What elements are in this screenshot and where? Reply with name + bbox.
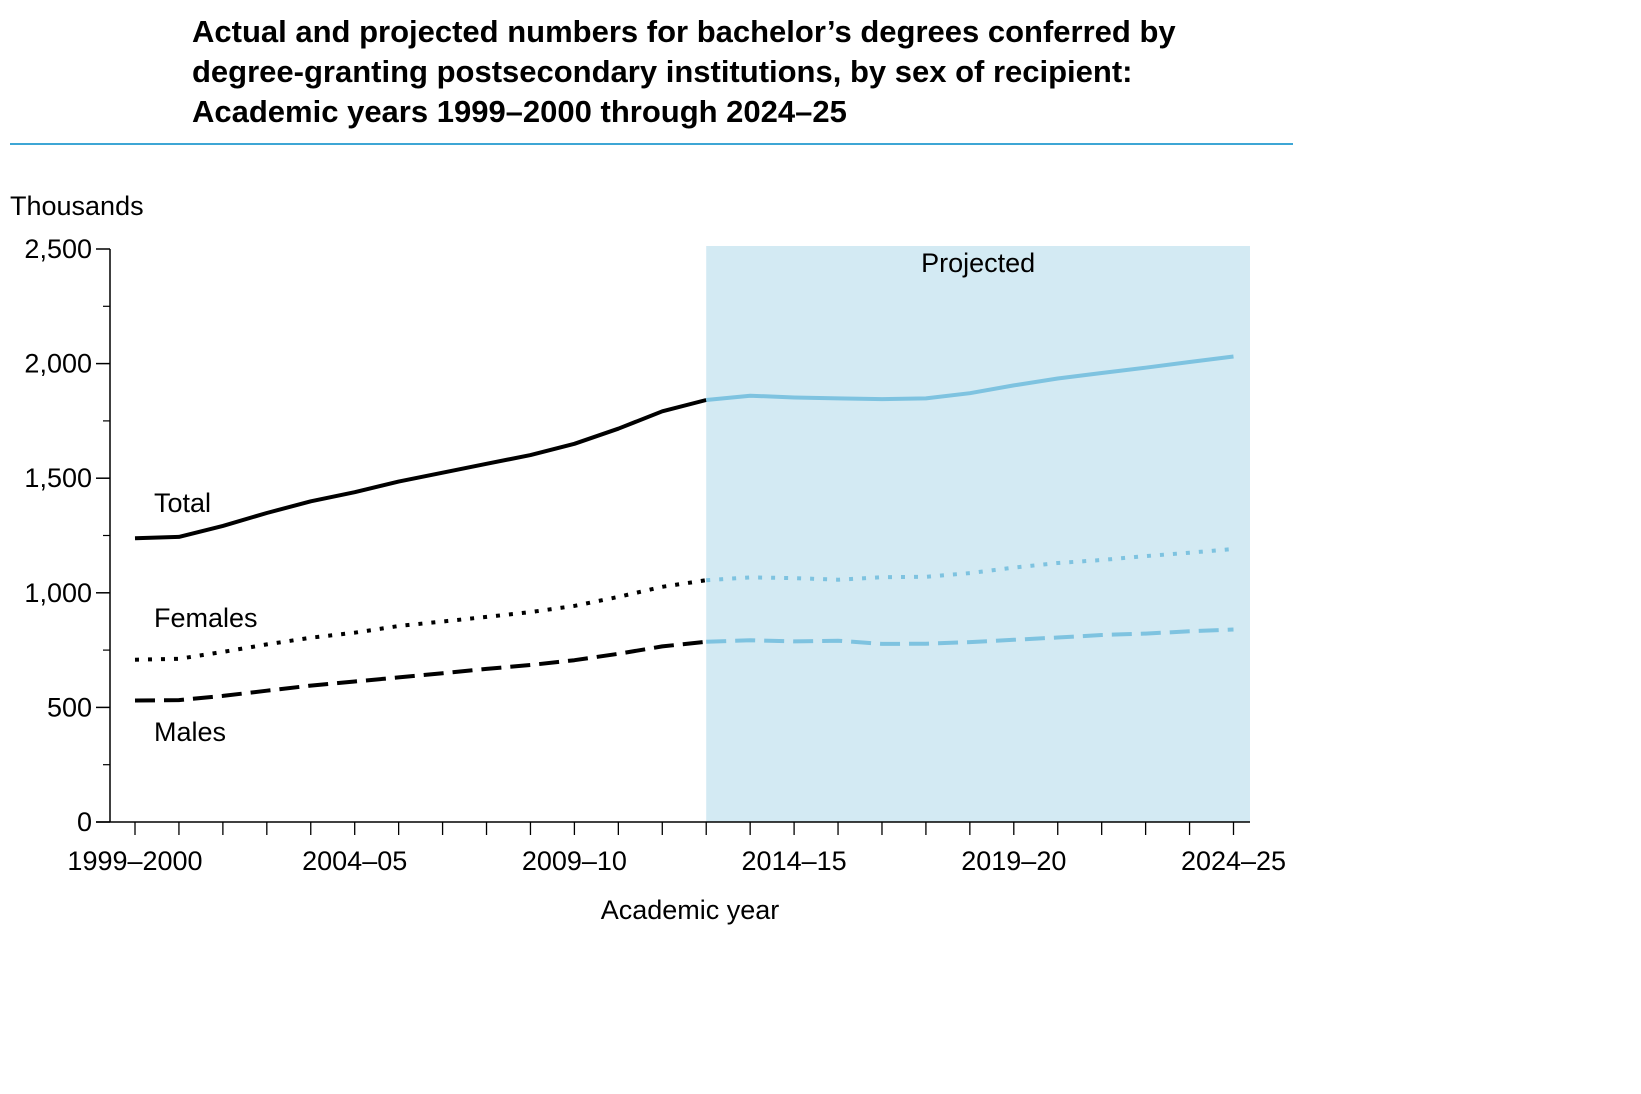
series-labels: Total Females Males	[154, 488, 258, 747]
y-ticks: 0 500 1,000 1,500 2,000 2,500	[24, 234, 110, 837]
x-axis-label: Academic year	[601, 895, 780, 925]
males-series-actual-line	[134, 639, 707, 703]
projected-label: Projected	[921, 248, 1035, 278]
x-tick-label: 2024–25	[1181, 846, 1286, 876]
females-series-actual-line	[134, 578, 707, 662]
y-tick-label: 1,500	[24, 463, 92, 493]
x-tick-label: 2004–05	[302, 846, 407, 876]
title-divider	[10, 143, 1293, 145]
males-series-projected-line	[706, 627, 1234, 646]
x-tick-label: 1999–2000	[67, 846, 202, 876]
males-series-label: Males	[154, 717, 226, 747]
chart-title-line-1: Actual and projected numbers for bachelo…	[192, 14, 1176, 49]
y-tick-label: 2,000	[24, 349, 92, 379]
y-tick-label: 2,500	[24, 234, 92, 264]
chart-title-line-3: Academic years 1999–2000 through 2024–25	[192, 94, 847, 129]
chart-title-line-2: degree-granting postsecondary institutio…	[192, 54, 1133, 89]
chart-title: Actual and projected numbers for bachelo…	[192, 12, 1292, 132]
total-series-projected-line	[706, 354, 1234, 402]
series-lines	[134, 354, 1234, 703]
y-tick-label: 0	[77, 807, 92, 837]
total-series-label: Total	[154, 488, 211, 518]
x-ticks: 1999–2000 2004–05 2009–10 2014–15 2019–20 202…	[67, 822, 1286, 876]
y-tick-label: 1,000	[24, 578, 92, 608]
females-series-label: Females	[154, 603, 258, 633]
projection-band	[706, 246, 1250, 822]
x-tick-label: 2014–15	[742, 846, 847, 876]
x-tick-label: 2019–20	[961, 846, 1066, 876]
total-series-actual-line	[134, 398, 707, 541]
y-axis-label: Thousands	[10, 191, 144, 221]
y-tick-label: 500	[47, 692, 92, 722]
x-tick-label: 2009–10	[522, 846, 627, 876]
